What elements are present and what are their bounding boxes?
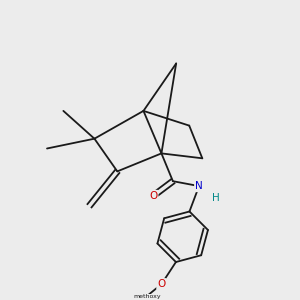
Text: O: O [149,191,158,201]
Text: H: H [212,193,219,202]
Text: N: N [195,181,203,191]
Text: methoxy: methoxy [133,294,160,299]
Text: O: O [157,279,166,289]
